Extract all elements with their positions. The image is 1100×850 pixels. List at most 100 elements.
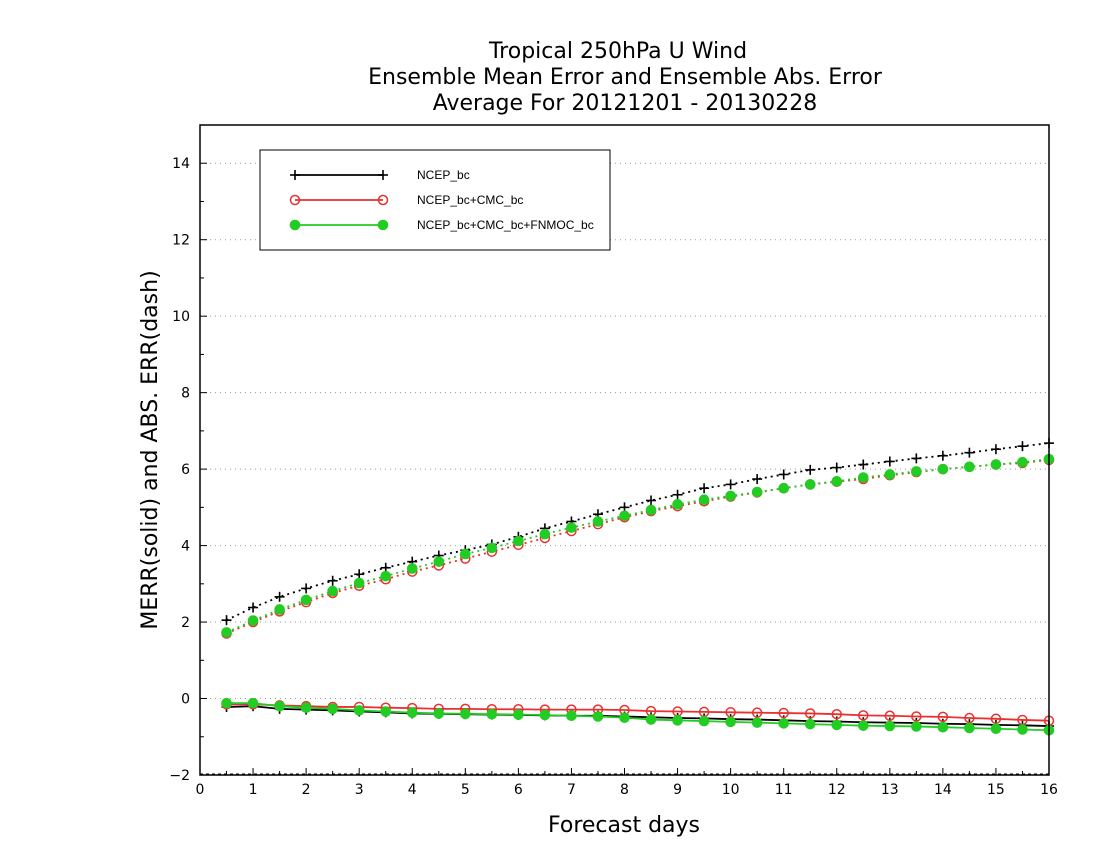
- merr-point: [911, 721, 922, 732]
- merr-point: [884, 720, 896, 732]
- abs-err-line: [226, 442, 1050, 621]
- merr-point: [831, 719, 843, 731]
- merr-point: [433, 708, 445, 719]
- x-tick-label: 4: [408, 782, 417, 798]
- abs-err-point: [301, 583, 312, 594]
- abs-err-point: [778, 469, 789, 480]
- abs-err-point: [699, 483, 710, 494]
- abs-err-point: [672, 498, 683, 510]
- abs-err-point: [698, 494, 710, 506]
- abs-err-point: [380, 570, 392, 582]
- abs-err-point: [221, 627, 232, 638]
- abs-err-point: [990, 444, 1001, 455]
- x-tick-label: 2: [302, 782, 311, 798]
- merr-point: [592, 711, 604, 722]
- merr-point: [831, 708, 842, 720]
- abs-err-point: [592, 516, 604, 527]
- gridlines: [200, 162, 1049, 775]
- merr-point: [804, 708, 816, 719]
- merr-point: [619, 712, 630, 723]
- series-0: [221, 438, 1054, 732]
- x-axis-label: Forecast days: [548, 813, 700, 838]
- abs-err-point: [406, 563, 418, 574]
- legend-marker: [378, 170, 388, 180]
- y-tick-label: 0: [181, 692, 190, 708]
- merr-point: [804, 718, 816, 730]
- legend: NCEP_bc NCEP_bc+CMC_bc NCEP_bc+CMC_bc+FNMO…: [259, 149, 611, 251]
- abs-err-point: [831, 476, 843, 487]
- merr-point: [725, 716, 736, 728]
- legend-marker: [289, 219, 301, 231]
- abs-err-point: [725, 490, 736, 502]
- abs-err-point: [539, 528, 551, 540]
- merr-point: [751, 707, 763, 718]
- y-tick-label: 4: [181, 539, 190, 555]
- series-2: [221, 453, 1055, 736]
- merr-point: [300, 702, 312, 714]
- merr-point: [990, 723, 1002, 735]
- y-tick-label: 6: [181, 462, 190, 478]
- merr-point: [513, 709, 524, 720]
- legend-marker: [289, 194, 301, 206]
- abs-err-point: [751, 486, 763, 498]
- merr-point: [274, 700, 285, 712]
- abs-err-point: [619, 510, 630, 522]
- merr-point: [353, 705, 365, 716]
- abs-err-point: [646, 495, 657, 506]
- abs-err-point: [460, 548, 471, 560]
- series-layer: [221, 438, 1055, 736]
- merr-point: [672, 715, 683, 726]
- merr-point: [937, 711, 949, 723]
- abs-err-point: [327, 575, 338, 586]
- abs-err-point: [752, 474, 763, 485]
- x-tick-label: 16: [1040, 782, 1058, 798]
- merr-point: [858, 710, 869, 721]
- x-tick-label: 12: [828, 782, 846, 798]
- x-tick-label: 3: [355, 782, 364, 798]
- abs-err-point: [354, 569, 365, 580]
- merr-point: [380, 706, 392, 717]
- chart-title: Tropical 250hPa U Wind Ensemble Mean Err…: [368, 39, 883, 116]
- merr-point: [539, 709, 551, 721]
- x-tick-label: 14: [934, 782, 952, 798]
- series-1: [221, 454, 1055, 726]
- x-tick-label: 8: [620, 782, 629, 798]
- legend-marker: [377, 194, 389, 206]
- abs-err-point: [645, 504, 657, 516]
- x-tick-label: 11: [775, 782, 793, 798]
- abs-err-point: [804, 479, 816, 490]
- merr-point: [221, 697, 232, 709]
- y-axis-label: MERR(solid) and ABS. ERR(dash): [138, 270, 163, 629]
- merr-point: [1017, 724, 1028, 735]
- abs-err-point: [857, 472, 869, 483]
- x-tick-label: 1: [249, 782, 258, 798]
- chart-title-line-1: Tropical 250hPa U Wind: [488, 39, 747, 64]
- merr-point: [327, 703, 338, 715]
- abs-err-point: [778, 482, 789, 494]
- x-tick-label: 5: [461, 782, 470, 798]
- x-tick-label: 15: [987, 782, 1005, 798]
- abs-err-point: [274, 591, 285, 602]
- abs-err-point: [1017, 441, 1028, 452]
- merr-point: [884, 710, 896, 721]
- abs-err-point: [911, 466, 922, 477]
- merr-point: [751, 717, 763, 728]
- merr-point: [486, 708, 498, 720]
- abs-err-point: [221, 615, 232, 626]
- abs-err-point: [248, 602, 259, 613]
- abs-err-point: [911, 453, 922, 464]
- abs-err-point: [300, 594, 312, 606]
- merr-point: [857, 720, 869, 731]
- y-tick-label: 12: [172, 233, 190, 249]
- abs-err-point: [566, 522, 577, 533]
- abs-err-point: [725, 479, 736, 490]
- merr-point: [406, 707, 418, 718]
- abs-err-point: [1017, 456, 1028, 468]
- y-tick-label: 2: [181, 615, 190, 631]
- merr-point: [247, 697, 259, 709]
- x-tick-label: 10: [722, 782, 740, 798]
- abs-err-point: [990, 459, 1002, 470]
- abs-err-point: [858, 459, 869, 470]
